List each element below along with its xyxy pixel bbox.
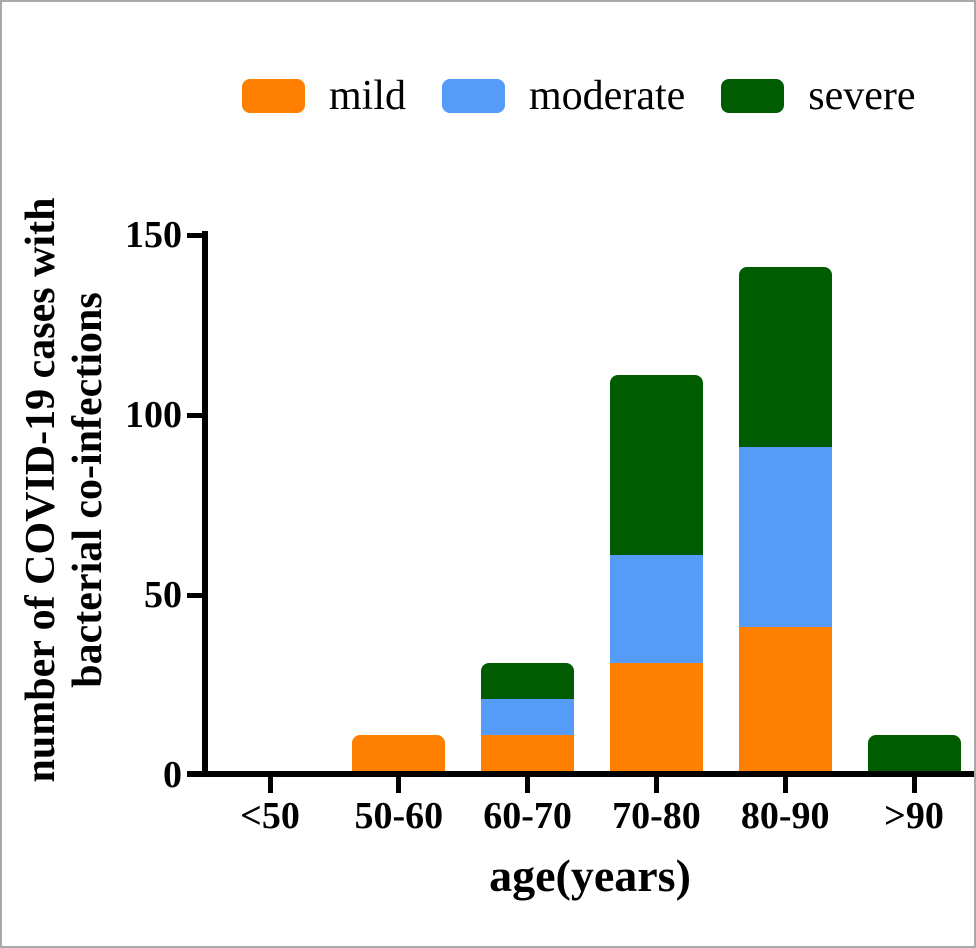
- bar-segment-severe-60-70: [481, 663, 575, 700]
- y-tick-label: 0: [163, 754, 182, 796]
- legend-label-moderate: moderate: [529, 73, 686, 119]
- bar-segment-mild-50-60: [352, 735, 446, 775]
- legend-label-mild: mild: [329, 73, 407, 119]
- y-tick: [187, 592, 202, 598]
- x-tick: [525, 777, 531, 793]
- bar-segment-severe-80-90: [738, 267, 832, 448]
- y-axis-line: [202, 231, 208, 777]
- y-tick-label: 50: [144, 574, 182, 616]
- x-tick-label: >90: [884, 795, 944, 837]
- y-axis-title-line1: number of COVID-19 cases with: [18, 197, 64, 783]
- x-tick-label: 60-70: [483, 795, 572, 837]
- y-tick-label: 100: [125, 394, 182, 436]
- x-tick: [267, 777, 273, 793]
- legend-swatch-severe: [721, 79, 785, 113]
- bar-segment-mild-80-90: [738, 627, 832, 775]
- x-tick-label: <50: [240, 795, 300, 837]
- bar-segment-severe->90: [867, 735, 961, 775]
- x-tick-label: 80-90: [740, 795, 830, 837]
- legend-item-severe: severe: [721, 73, 916, 119]
- legend-item-moderate: moderate: [442, 74, 685, 118]
- x-axis-title: age(years): [489, 850, 691, 901]
- bar-segment-moderate-80-90: [738, 447, 832, 628]
- bar-segment-severe-70-80: [609, 375, 703, 556]
- x-tick: [396, 777, 402, 793]
- bar-segment-mild-60-70: [481, 735, 575, 775]
- x-tick-label: 70-80: [612, 795, 701, 837]
- legend-item-mild: mild: [242, 74, 406, 118]
- y-tick: [187, 412, 202, 418]
- legend: mild moderate severe: [242, 74, 952, 118]
- legend-swatch-moderate: [442, 79, 506, 113]
- x-tick: [911, 777, 917, 793]
- bar-segment-mild-70-80: [609, 663, 703, 775]
- bar-segment-moderate-70-80: [609, 555, 703, 664]
- legend-label-severe: severe: [808, 73, 916, 119]
- x-tick-label: 50-60: [354, 795, 444, 837]
- legend-swatch-mild: [242, 79, 305, 113]
- x-tick: [653, 777, 659, 793]
- x-tick: [782, 777, 788, 793]
- x-axis-line: [187, 771, 974, 777]
- bar-segment-moderate-60-70: [481, 699, 575, 736]
- y-tick: [187, 232, 202, 238]
- y-tick-label: 150: [125, 214, 182, 256]
